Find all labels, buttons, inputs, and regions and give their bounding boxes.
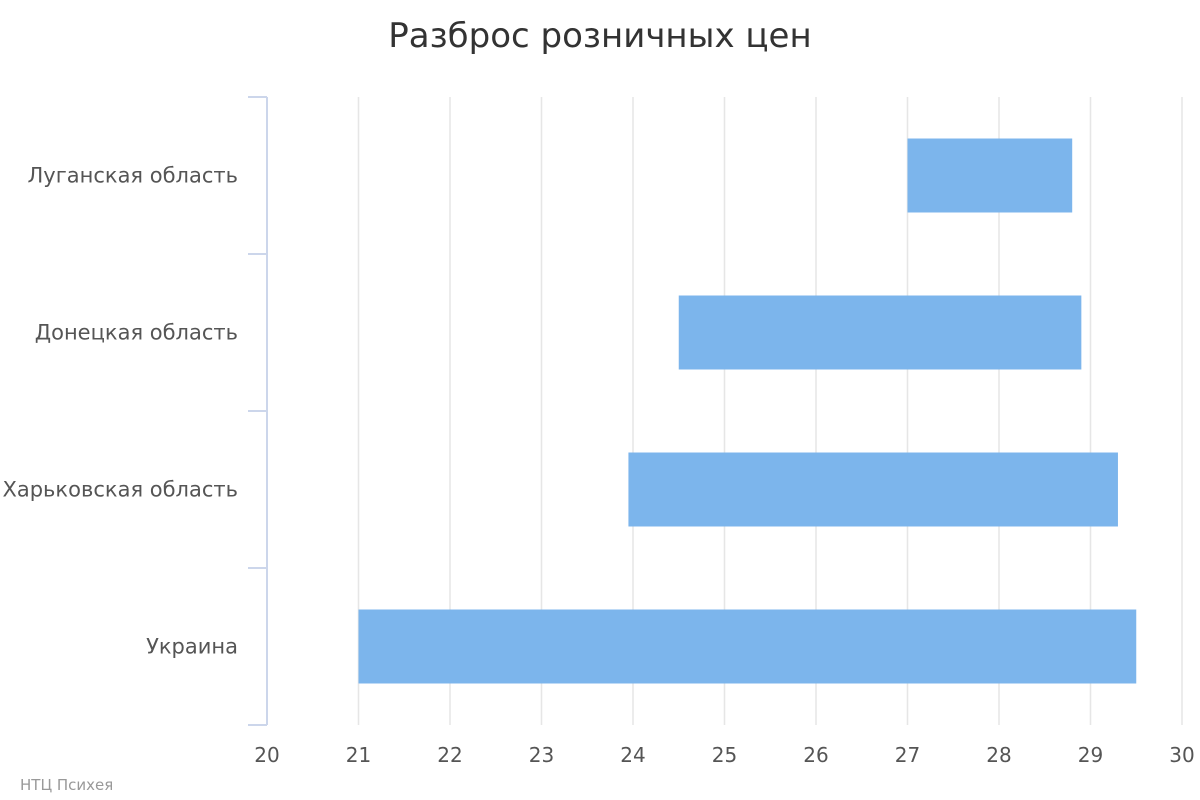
x-tick-label: 20 [254, 743, 279, 767]
x-tick-label: 29 [1078, 743, 1103, 767]
range-bar[interactable] [628, 452, 1118, 527]
x-tick-label: 28 [986, 743, 1011, 767]
x-tick-labels: 20 21 22 23 24 25 26 27 28 29 30 [254, 743, 1194, 767]
category-axis [248, 96, 268, 726]
range-bar[interactable] [678, 295, 1082, 370]
category-labels: Луганская область Донецкая область Харьков… [2, 164, 238, 659]
x-tick-label: 25 [712, 743, 737, 767]
bars [358, 138, 1137, 684]
credits-label[interactable]: НТЦ Психея [20, 776, 113, 794]
x-tick-label: 27 [895, 743, 920, 767]
x-tick-label: 30 [1169, 743, 1194, 767]
range-bar[interactable] [907, 138, 1073, 213]
x-tick-label: 21 [346, 743, 371, 767]
category-label: Харьковская область [2, 478, 238, 502]
category-label: Луганская область [27, 164, 238, 188]
x-tick-label: 26 [803, 743, 828, 767]
range-bar[interactable] [358, 609, 1137, 684]
chart-title: Разброс розничных цен [388, 16, 811, 56]
category-label: Донецкая область [35, 321, 238, 345]
category-label: Украина [146, 635, 238, 659]
x-tick-label: 22 [437, 743, 462, 767]
x-tick-label: 24 [620, 743, 645, 767]
x-tick-label: 23 [529, 743, 554, 767]
